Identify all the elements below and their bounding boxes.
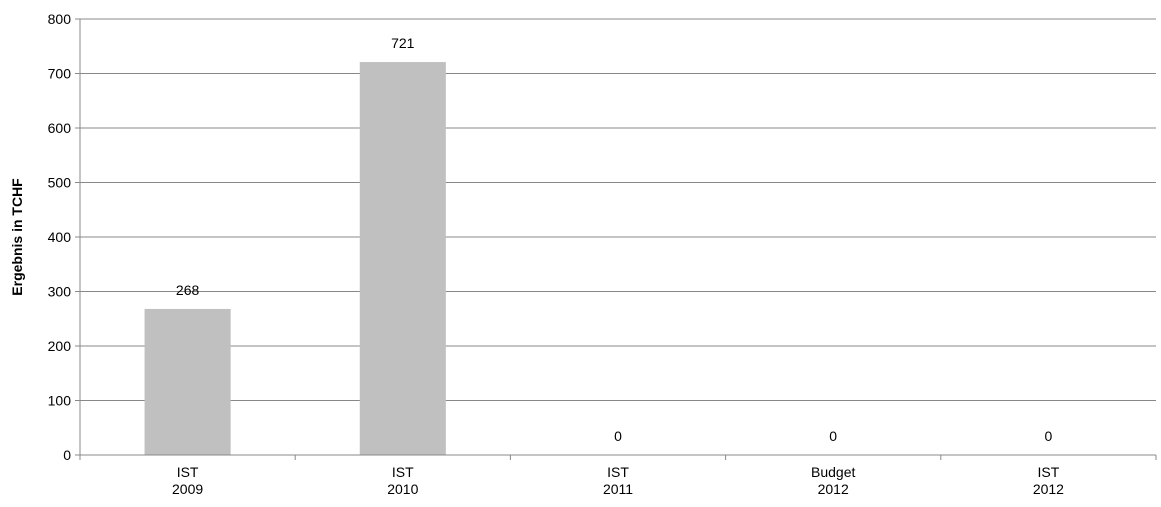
data-label: 721 [391, 35, 415, 51]
data-label: 268 [176, 282, 200, 298]
x-tick-label: 2011 [603, 481, 633, 497]
y-tick-label: 300 [48, 284, 72, 300]
x-tick-label: Budget [811, 464, 855, 480]
bar [144, 308, 231, 455]
y-tick-label: 100 [48, 393, 72, 409]
bar [359, 62, 446, 456]
x-tick-label: IST [392, 464, 414, 480]
y-tick-label: 800 [48, 11, 72, 27]
y-axis-title: Ergebnis in TCHF [9, 178, 25, 296]
y-tick-label: 700 [48, 66, 72, 82]
x-tick-label: IST [607, 464, 629, 480]
y-tick-label: 600 [48, 120, 72, 136]
y-tick-label: 400 [48, 229, 72, 245]
data-label: 0 [829, 428, 837, 444]
x-tick-label: IST [177, 464, 199, 480]
x-tick-label: IST [1038, 464, 1060, 480]
x-tick-label: 2012 [818, 481, 849, 497]
data-label: 0 [1045, 428, 1053, 444]
x-tick-label: 2009 [172, 481, 203, 497]
y-tick-labels: 0 100 200 300 400 500 600 700 800 [48, 11, 72, 463]
x-tick-label: 2010 [387, 481, 418, 497]
y-tick-label: 0 [63, 447, 71, 463]
y-tick-label: 200 [48, 338, 72, 354]
axes [75, 18, 1157, 460]
y-tick-label: 500 [48, 175, 72, 191]
data-label: 0 [614, 428, 622, 444]
bars [144, 62, 446, 456]
gridlines [80, 18, 1156, 401]
x-tick-label: 2012 [1033, 481, 1064, 497]
data-labels: 268 721 0 0 0 [176, 35, 1053, 444]
